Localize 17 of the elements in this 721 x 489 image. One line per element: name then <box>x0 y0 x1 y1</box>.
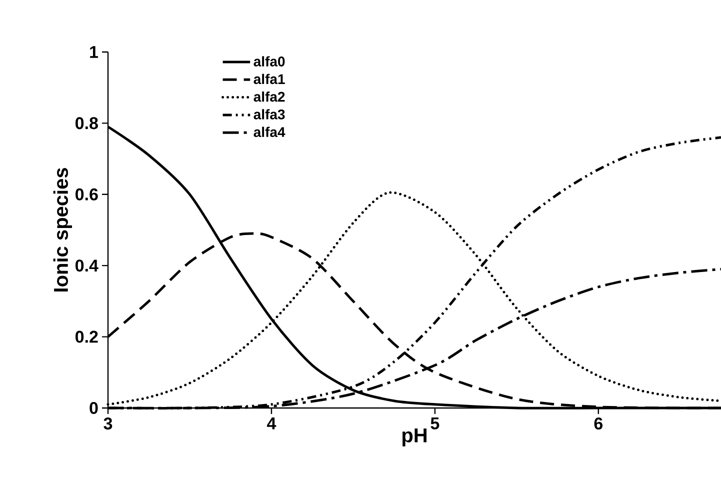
x-tick-label: 4 <box>266 418 276 430</box>
y-tick-label: 0.6 <box>76 188 98 200</box>
x-tick-label: 3 <box>104 418 112 430</box>
y-tick-label: 1 <box>90 46 98 58</box>
y-tick-label: 0.4 <box>76 260 98 272</box>
y-tick-label: 0.8 <box>76 117 98 130</box>
y-axis-title: Ionic species <box>53 168 72 292</box>
legend-label: alfa2 <box>254 91 285 102</box>
legend-label: alfa4 <box>254 126 286 138</box>
x-tick-label: 6 <box>594 418 603 430</box>
y-tick-label: 0 <box>90 402 98 414</box>
x-tick-label: 5 <box>430 418 440 430</box>
legend-label: alfa0 <box>254 56 285 66</box>
legend-label: alfa3 <box>254 109 285 120</box>
legend-label: alfa1 <box>254 74 285 84</box>
x-axis-title: pH <box>402 428 426 446</box>
y-tick-label: 0.2 <box>76 330 98 343</box>
